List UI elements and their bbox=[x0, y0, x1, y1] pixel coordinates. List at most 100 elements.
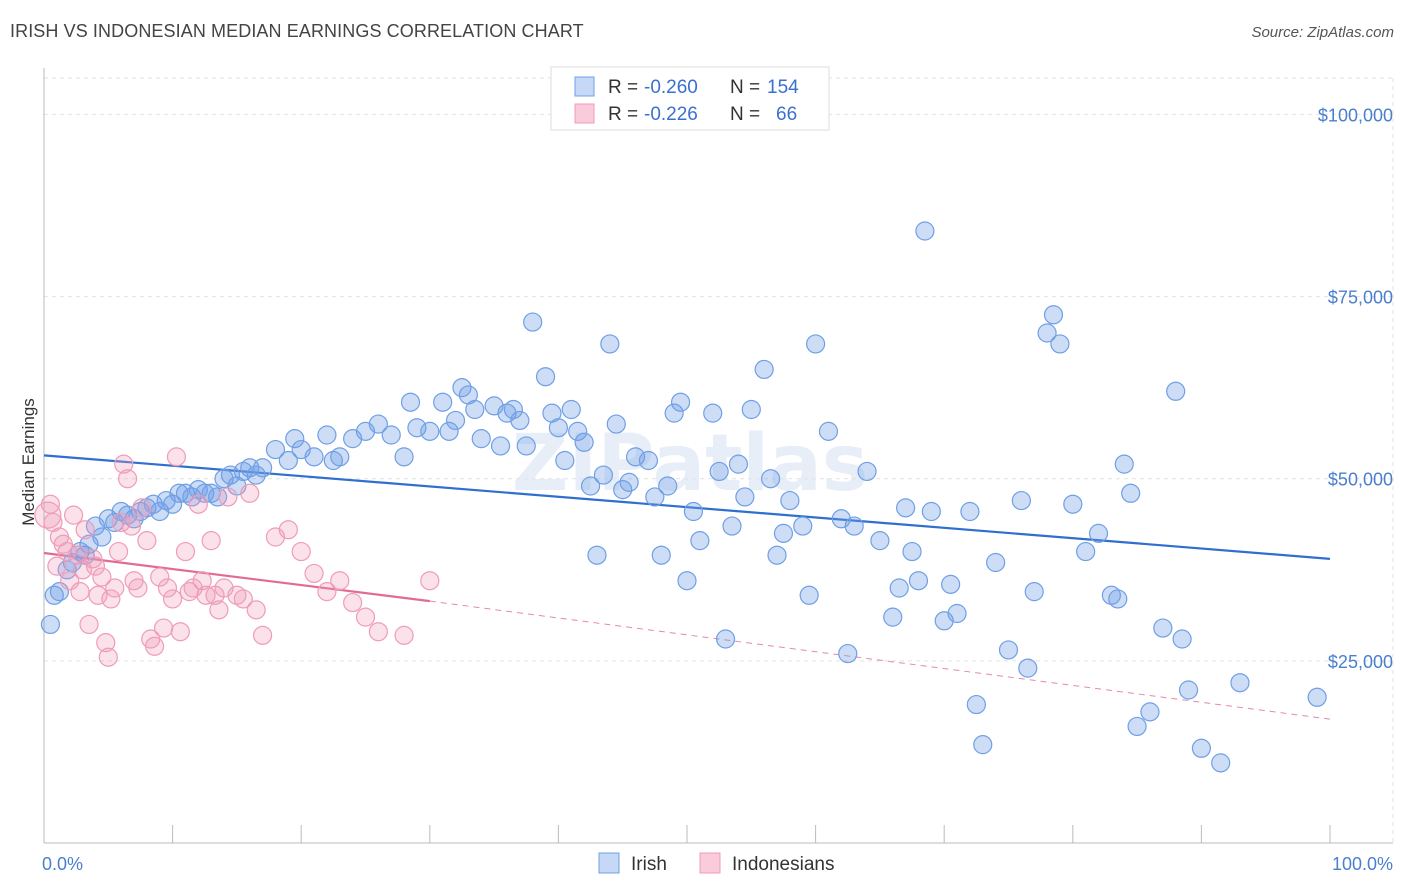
point-indonesians-57 bbox=[291, 541, 311, 562]
point-indonesians-17 bbox=[92, 567, 112, 587]
point-irish-36 bbox=[278, 450, 298, 471]
point-irish-29 bbox=[220, 465, 241, 485]
point-irish-64 bbox=[523, 312, 543, 332]
point-irish-114 bbox=[908, 571, 929, 591]
point-irish-125 bbox=[1011, 490, 1031, 511]
point-irish-35 bbox=[265, 439, 286, 460]
point-indonesians-24 bbox=[114, 454, 134, 474]
point-indonesians-49 bbox=[218, 487, 238, 507]
point-irish-75 bbox=[600, 334, 620, 354]
point-irish-22 bbox=[175, 483, 196, 503]
point-irish-45 bbox=[368, 414, 388, 434]
point-irish-42 bbox=[330, 447, 350, 467]
point-irish-146 bbox=[1230, 673, 1250, 693]
point-irish-132 bbox=[1076, 541, 1096, 562]
point-irish-57 bbox=[471, 429, 491, 449]
point-irish-40 bbox=[317, 425, 337, 445]
point-irish-103 bbox=[805, 334, 826, 354]
y-tick-label-2: $75,000 bbox=[1328, 288, 1393, 308]
point-indonesians-22 bbox=[108, 541, 129, 562]
point-irish-51 bbox=[433, 392, 453, 412]
point-irish-85 bbox=[670, 392, 691, 412]
point-irish-134 bbox=[1101, 585, 1121, 605]
point-irish-136 bbox=[1114, 454, 1134, 474]
point-irish-128 bbox=[1037, 323, 1057, 343]
point-indonesians-53 bbox=[246, 600, 266, 620]
point-irish-106 bbox=[838, 643, 858, 664]
point-irish-79 bbox=[625, 447, 646, 467]
point-irish-59 bbox=[490, 436, 511, 456]
point-irish-49 bbox=[407, 418, 427, 438]
data-points bbox=[34, 221, 1327, 773]
point-indonesians-50 bbox=[227, 585, 247, 605]
point-irish-78 bbox=[619, 472, 639, 492]
point-irish-109 bbox=[870, 531, 890, 551]
point-irish-34 bbox=[253, 458, 273, 478]
point-irish-1 bbox=[44, 585, 64, 605]
point-irish-133 bbox=[1088, 523, 1109, 543]
point-irish-100 bbox=[780, 490, 800, 511]
point-indonesians-38 bbox=[170, 622, 190, 642]
legend-n-value-indonesians: 66 bbox=[776, 104, 797, 125]
point-irish-41 bbox=[323, 450, 343, 471]
point-irish-33 bbox=[246, 465, 266, 485]
point-irish-129 bbox=[1043, 305, 1064, 325]
trend-line-indonesians bbox=[43, 551, 430, 603]
point-irish-121 bbox=[966, 694, 986, 715]
point-irish-143 bbox=[1178, 680, 1199, 700]
point-irish-88 bbox=[690, 531, 710, 551]
point-irish-107 bbox=[844, 516, 864, 536]
point-irish-0 bbox=[40, 614, 61, 635]
point-irish-94 bbox=[735, 487, 755, 507]
point-indonesians-30 bbox=[137, 531, 157, 551]
point-irish-115 bbox=[915, 221, 935, 241]
point-irish-23 bbox=[182, 487, 202, 507]
point-irish-63 bbox=[516, 436, 536, 456]
x-tick-label-1: 100.0% bbox=[1332, 854, 1393, 874]
point-irish-90 bbox=[709, 461, 729, 482]
point-indonesians-54 bbox=[253, 625, 273, 645]
point-indonesians-42 bbox=[188, 494, 208, 514]
point-irish-74 bbox=[593, 465, 614, 485]
point-irish-102 bbox=[799, 585, 819, 605]
point-irish-37 bbox=[285, 429, 305, 449]
point-irish-69 bbox=[561, 399, 581, 420]
bottom-legend: Irish Indonesians bbox=[598, 852, 834, 875]
point-indonesians-23 bbox=[111, 512, 131, 533]
point-irish-87 bbox=[683, 501, 704, 522]
point-indonesians-60 bbox=[330, 571, 350, 591]
point-indonesians-25 bbox=[117, 469, 138, 489]
point-indonesians-65 bbox=[420, 571, 440, 591]
point-indonesians-19 bbox=[98, 647, 118, 667]
chart-title: IRISH VS INDONESIAN MEDIAN EARNINGS CORR… bbox=[10, 21, 584, 41]
point-irish-20 bbox=[163, 494, 183, 514]
point-irish-21 bbox=[169, 483, 189, 503]
source-label: Source: ZipAtlas.com bbox=[1251, 24, 1394, 41]
point-irish-54 bbox=[452, 378, 472, 398]
point-irish-118 bbox=[941, 574, 961, 594]
point-irish-46 bbox=[381, 425, 401, 445]
point-irish-98 bbox=[767, 545, 787, 565]
trend-line-irish bbox=[43, 454, 1331, 560]
point-irish-68 bbox=[555, 450, 575, 471]
point-irish-93 bbox=[728, 454, 749, 474]
point-irish-80 bbox=[638, 450, 659, 471]
point-irish-95 bbox=[741, 399, 761, 420]
point-irish-52 bbox=[439, 421, 459, 441]
point-indonesians-16 bbox=[88, 585, 108, 605]
point-indonesians-62 bbox=[355, 607, 376, 627]
point-indonesians-1 bbox=[40, 494, 61, 514]
point-irish-82 bbox=[651, 545, 671, 565]
point-irish-141 bbox=[1166, 381, 1186, 401]
point-irish-137 bbox=[1121, 483, 1141, 503]
point-indonesians-36 bbox=[163, 589, 183, 609]
point-irish-62 bbox=[510, 410, 530, 431]
legend-r-label-indonesians: R = bbox=[608, 104, 638, 125]
point-irish-67 bbox=[548, 418, 569, 438]
point-irish-122 bbox=[973, 735, 993, 755]
point-indonesians-18 bbox=[96, 633, 116, 653]
legend-r-label-irish: R = bbox=[608, 77, 638, 98]
point-irish-104 bbox=[818, 421, 839, 441]
point-indonesians-51 bbox=[233, 589, 253, 609]
